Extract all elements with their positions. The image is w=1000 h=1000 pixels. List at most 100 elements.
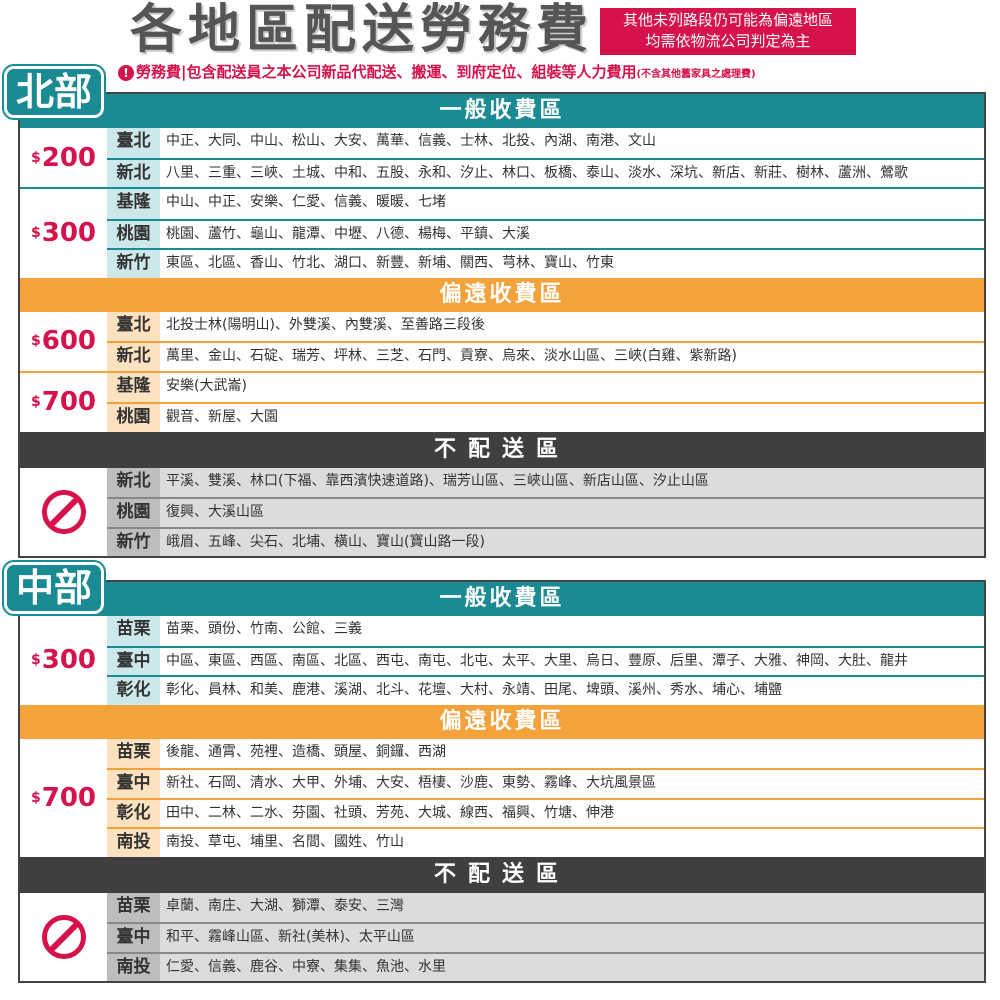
table-row: 新北 八里、三重、三峽、土城、中和、五股、永和、汐止、林口、板橋、泰山、淡水、深坑… [107,157,984,187]
price-value: 200 [41,142,97,173]
group-rows: 基隆 中山、中正、安樂、仁愛、信義、暖暖、七堵 桃園 桃園、蘆竹、龜山、龍潭、中壢、八… [107,189,984,278]
region-central: 一般收費區 $300 苗栗 苗栗、頭份、竹南、公館、三義 臺中 中區、東區、西區、南區、北… [18,580,986,983]
area-list: 中山、中正、安樂、仁愛、信義、暖暖、七堵 [166,194,446,210]
fee-group: 苗栗 卓蘭、南庄、大湖、獅潭、泰安、三灣 臺中 和平、霧峰山區、新社(美林)、太平山區… [20,892,984,981]
page-title: 各地區配送勞務費 [130,0,595,60]
area-list: 峨眉、五峰、尖石、北埔、橫山、寶山(寶山路一段) [160,528,984,556]
notice-line-1: 其他未列路段仍可能為偏遠地區 [622,11,833,29]
city-name: 苗栗 [107,616,160,646]
dollar-sign: $ [30,394,41,410]
subtitle-note: (不含其他舊家具之處理費) [636,69,756,80]
area-list: 八里、三重、三峽、土城、中和、五股、永和、汐止、林口、板橋、泰山、淡水、深坑、新… [166,164,908,181]
price-cell: $200 [20,128,107,187]
table-row: 桃園 桃園、蘆竹、龜山、龍潭、中壢、八德、楊梅、平鎮、大溪 [107,218,984,248]
table-row: 彰化 田中、二林、二水、芬園、社頭、芳苑、大城、線西、福興、竹塘、伸港 [107,797,984,827]
area-list: 仁愛、信義、鹿谷、中寮、集集、魚池、水里 [160,953,984,981]
price-value: 300 [41,645,97,676]
table-row: 臺北 北投士林(陽明山)、外雙溪、內雙溪、至善路三段後 [107,311,984,341]
price-value: 700 [41,387,97,417]
city-name: 臺中 [107,647,160,675]
area-list: 後龍、通霄、苑裡、造橋、頭屋、銅鑼、西湖 [166,743,446,760]
area-list: 南投、草屯、埔里、名間、國姓、竹山 [166,834,404,850]
area-list: 安樂(大武崙) [166,377,247,394]
dollar-sign: $ [30,225,41,242]
city-name: 桃園 [107,404,160,432]
city-name: 基隆 [107,189,160,219]
exclamation-icon: ! [118,65,134,81]
area-list: 卓蘭、南庄、大湖、獅潭、泰安、三灣 [160,892,984,922]
fee-group: 新北 平溪、雙溪、林口(下福、靠西濱快速道路)、瑞芳山區、三峽山區、新店山區、汐止… [20,467,984,556]
group-rows: 臺北 北投士林(陽明山)、外雙溪、內雙溪、至善路三段後 新北 萬里、金山、石碇、瑞芳、… [107,311,984,371]
dollar-sign: $ [30,789,41,806]
region-badge-central: 中部 [4,562,104,614]
city-name: 新北 [107,159,160,187]
table-row: 臺中 中區、東區、西區、南區、北區、西屯、南屯、北屯、太平、大里、烏日、豐原、后里… [107,645,984,675]
group-rows: 苗栗 苗栗、頭份、竹南、公館、三義 臺中 中區、東區、西區、南區、北區、西屯、南屯、北… [107,616,984,705]
area-list: 田中、二林、二水、芬園、社頭、芳苑、大城、線西、福興、竹塘、伸港 [166,804,614,821]
dollar-sign: $ [30,333,41,349]
city-name: 新北 [107,343,160,371]
price-cell [20,892,107,981]
fee-group: $300 苗栗 苗栗、頭份、竹南、公館、三義 臺中 中區、東區、西區、南區、北區、西屯、… [20,616,984,705]
price-cell: $700 [20,373,107,432]
section-header-none: 不配送區 [20,431,984,468]
table-row: 南投 仁愛、信義、鹿谷、中寮、集集、魚池、水里 [107,951,984,981]
city-name: 臺中 [107,924,160,952]
area-list: 平溪、雙溪、林口(下福、靠西濱快速道路)、瑞芳山區、三峽山區、新店山區、汐止山區 [160,467,984,497]
area-list: 苗栗、頭份、竹南、公館、三義 [166,621,362,637]
city-name: 彰化 [107,799,160,827]
price-cell: $600 [20,312,107,371]
section-header-remote: 偏遠收費區 [20,704,984,739]
group-rows: 苗栗 後龍、通霄、苑裡、造橋、頭屋、銅鑼、西湖 臺中 新社、石岡、清水、大甲、外埔、大… [107,738,984,857]
fee-group: $200 臺北 中正、大同、中山、松山、大安、萬華、信義、士林、北投、內湖、南港、文… [20,128,984,187]
area-list: 復興、大溪山區 [160,499,984,527]
group-rows: 基隆 安樂(大武崙) 桃園 觀音、新屋、大園 [107,372,984,432]
prohibited-icon [41,914,86,959]
price-cell [20,467,107,556]
city-name: 桃園 [107,499,160,527]
table-row: 臺中 和平、霧峰山區、新社(美林)、太平山區 [107,922,984,952]
area-list: 中區、東區、西區、南區、北區、西屯、南屯、北屯、太平、大里、烏日、豐原、后里、潭… [166,652,908,669]
price-value: 700 [41,782,97,813]
notice-line-2: 均需依物流公司判定為主 [645,32,811,50]
table-row: 南投 南投、草屯、埔里、名間、國姓、竹山 [107,827,984,857]
table-row: 臺北 中正、大同、中山、松山、大安、萬華、信義、士林、北投、內湖、南港、文山 [107,128,984,158]
group-rows: 新北 平溪、雙溪、林口(下福、靠西濱快速道路)、瑞芳山區、三峽山區、新店山區、汐止… [107,467,984,556]
section-header-general: 一般收費區 [20,582,984,616]
city-name: 南投 [107,829,160,857]
area-list: 新社、石岡、清水、大甲、外埔、大安、梧棲、沙鹿、東勢、霧峰、大坑風景區 [166,775,656,791]
table-row: 基隆 安樂(大武崙) [107,372,984,402]
fee-group: $700 基隆 安樂(大武崙) 桃園 觀音、新屋、大園 [20,370,984,432]
table-row: 臺中 新社、石岡、清水、大甲、外埔、大安、梧棲、沙鹿、東勢、霧峰、大坑風景區 [107,768,984,798]
area-list: 東區、北區、香山、竹北、湖口、新豐、新埔、關西、芎林、寶山、竹東 [166,255,614,271]
notice-box: 其他未列路段仍可能為偏遠地區 均需依物流公司判定為主 [600,8,856,55]
fee-group: $300 基隆 中山、中正、安樂、仁愛、信義、暖暖、七堵 桃園 桃園、蘆竹、龜山、龍潭、… [20,187,984,278]
prohibited-icon [41,489,86,534]
group-rows: 苗栗 卓蘭、南庄、大湖、獅潭、泰安、三灣 臺中 和平、霧峰山區、新社(美林)、太平山區… [107,892,984,981]
area-list: 觀音、新屋、大園 [166,409,278,425]
price-cell: $300 [20,616,107,705]
table-row: 苗栗 卓蘭、南庄、大湖、獅潭、泰安、三灣 [107,892,984,922]
fee-group: $700 苗栗 後龍、通霄、苑裡、造橋、頭屋、銅鑼、西湖 臺中 新社、石岡、清水、大甲、… [20,738,984,857]
area-list: 桃園、蘆竹、龜山、龍潭、中壢、八德、楊梅、平鎮、大溪 [166,225,530,242]
table-row: 苗栗 苗栗、頭份、竹南、公館、三義 [107,616,984,646]
section-header-remote: 偏遠收費區 [20,277,984,312]
section-header-none: 不配送區 [20,856,984,893]
price-value: 300 [41,218,97,249]
city-name: 新北 [107,467,160,497]
table-row: 新竹 峨眉、五峰、尖石、北埔、橫山、寶山(寶山路一段) [107,526,984,556]
area-list: 彰化、員林、和美、鹿港、溪湖、北斗、花壇、大村、永靖、田尾、埤頭、溪州、秀水、埔… [166,682,782,698]
price-value: 600 [41,326,97,356]
section-header-general: 一般收費區 [20,94,984,128]
city-name: 基隆 [107,372,160,402]
price-cell: $700 [20,739,107,857]
city-name: 新竹 [107,250,160,278]
table-row: 新北 平溪、雙溪、林口(下福、靠西濱快速道路)、瑞芳山區、三峽山區、新店山區、汐止… [107,467,984,497]
group-rows: 臺北 中正、大同、中山、松山、大安、萬華、信義、士林、北投、內湖、南港、文山 新北八… [107,128,984,187]
city-name: 桃園 [107,220,160,248]
area-list: 萬里、金山、石碇、瑞芳、坪林、三芝、石門、貢寮、烏來、淡水山區、三峽(白雞、紫新… [166,348,737,364]
table-row: 新北 萬里、金山、石碇、瑞芳、坪林、三芝、石門、貢寮、烏來、淡水山區、三峽(白雞、… [107,341,984,371]
table-row: 新竹 東區、北區、香山、竹北、湖口、新豐、新埔、關西、芎林、寶山、竹東 [107,248,984,278]
dollar-sign: $ [30,149,41,166]
fee-group: $600 臺北 北投士林(陽明山)、外雙溪、內雙溪、至善路三段後 新北 萬里、金山、石碇… [20,311,984,371]
